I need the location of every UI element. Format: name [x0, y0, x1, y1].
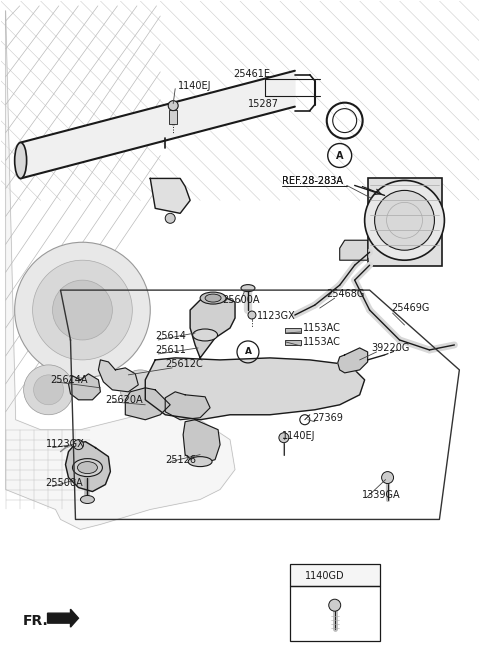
Ellipse shape [188, 457, 212, 466]
Text: 25468G: 25468G [327, 289, 365, 299]
Text: REF.28-283A: REF.28-283A [282, 176, 343, 186]
Bar [285, 328, 301, 333]
Polygon shape [165, 392, 210, 420]
Polygon shape [21, 71, 295, 178]
Text: 25611: 25611 [155, 345, 186, 355]
Bar [290, 564, 380, 586]
Text: 25614A: 25614A [50, 375, 88, 385]
Circle shape [329, 599, 341, 611]
Text: 39220G: 39220G [372, 343, 410, 353]
Circle shape [382, 472, 394, 483]
Text: 25461E: 25461E [233, 69, 270, 79]
Ellipse shape [15, 142, 26, 178]
Ellipse shape [200, 292, 226, 304]
Polygon shape [150, 178, 190, 213]
Ellipse shape [72, 459, 102, 476]
Circle shape [24, 365, 73, 415]
Ellipse shape [205, 294, 221, 302]
Polygon shape [338, 348, 368, 373]
Text: 25126: 25126 [165, 455, 196, 464]
Text: 1123GX: 1123GX [46, 439, 84, 449]
Text: 25620A: 25620A [106, 395, 143, 405]
Text: FR.: FR. [23, 614, 48, 628]
Polygon shape [69, 374, 100, 400]
Bar [368, 178, 443, 266]
Text: 1123GX: 1123GX [257, 311, 296, 321]
Text: A: A [336, 150, 344, 161]
Polygon shape [125, 388, 170, 420]
Text: 15287: 15287 [248, 98, 279, 109]
Text: 1140EJ: 1140EJ [282, 431, 315, 441]
Circle shape [15, 242, 150, 378]
Ellipse shape [241, 285, 255, 292]
Circle shape [374, 190, 434, 250]
Polygon shape [98, 360, 138, 392]
Text: 25500A: 25500A [46, 478, 83, 487]
Polygon shape [190, 295, 235, 358]
Circle shape [165, 213, 175, 223]
Polygon shape [6, 11, 235, 529]
Text: 25612C: 25612C [165, 359, 203, 369]
Bar [285, 340, 301, 345]
Polygon shape [183, 420, 220, 464]
Polygon shape [48, 609, 78, 627]
Circle shape [365, 180, 444, 260]
Circle shape [33, 260, 132, 360]
Ellipse shape [81, 495, 95, 504]
Polygon shape [145, 358, 365, 420]
Circle shape [73, 440, 84, 449]
Circle shape [120, 370, 160, 410]
Polygon shape [340, 240, 368, 260]
Circle shape [279, 433, 289, 443]
Text: 25600A: 25600A [222, 295, 260, 305]
Polygon shape [65, 441, 110, 491]
Bar [290, 586, 380, 641]
Text: 27369: 27369 [312, 413, 343, 422]
Text: 1339GA: 1339GA [361, 489, 400, 499]
Circle shape [52, 280, 112, 340]
Ellipse shape [77, 462, 97, 474]
Circle shape [168, 100, 178, 111]
Text: A: A [244, 348, 252, 356]
Text: 1153AC: 1153AC [303, 337, 341, 347]
Text: 1153AC: 1153AC [303, 323, 341, 333]
Text: 25469G: 25469G [392, 303, 430, 313]
Text: REF.28-283A: REF.28-283A [282, 176, 343, 186]
Circle shape [248, 311, 256, 319]
Ellipse shape [192, 329, 217, 341]
Text: 1140GD: 1140GD [305, 571, 345, 581]
Circle shape [34, 375, 63, 405]
Bar [169, 110, 177, 123]
Text: 25614: 25614 [155, 331, 186, 341]
Text: 1140EJ: 1140EJ [178, 81, 212, 91]
